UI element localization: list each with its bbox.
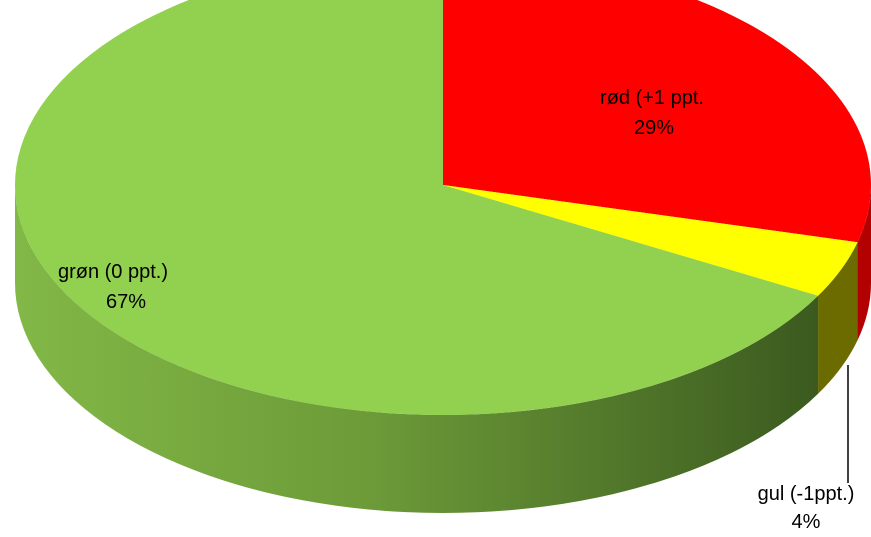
slice-side-gul (818, 242, 858, 394)
slice-rod (443, 0, 871, 243)
pie-top-faces (15, 0, 871, 415)
pie-side-walls (15, 185, 871, 513)
slice-label-gron-percent: 67% (106, 291, 146, 313)
slice-label-gul-percent: 4% (792, 511, 821, 533)
slice-label-rod-percent: 29% (634, 117, 674, 139)
slice-gron (15, 0, 819, 415)
slice-label-gul-category: gul (-1ppt.) (758, 483, 855, 505)
slice-gul (443, 185, 858, 296)
slice-side-rod (857, 185, 871, 341)
slice-side-gron (15, 185, 819, 513)
slice-label-gron-category: grøn (0 ppt.) (58, 261, 168, 283)
slice-label-rod-category: rød (+1 ppt. (600, 87, 704, 109)
